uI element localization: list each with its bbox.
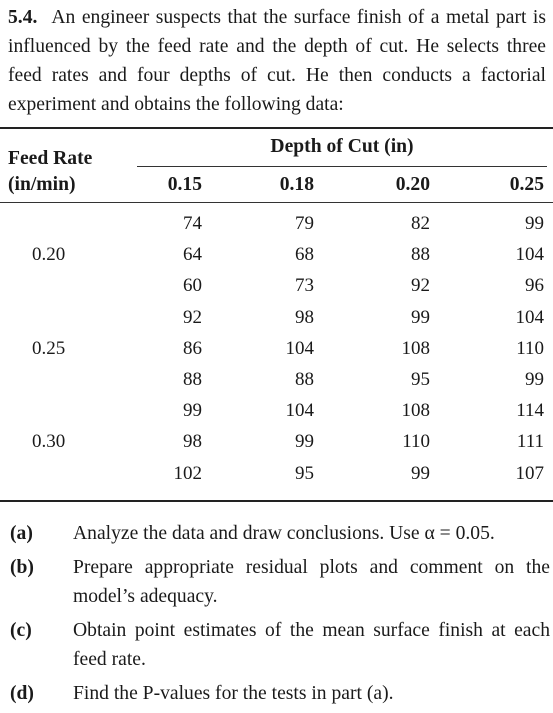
table-cell: 114 xyxy=(516,400,544,422)
part-b: (b) Prepare appropriate residual plots a… xyxy=(10,553,550,611)
column-header-1: 0.18 xyxy=(279,174,314,195)
table-cell: 86 xyxy=(183,337,202,359)
feed-rate-value: 0.30 xyxy=(32,431,66,453)
feed-rate-header: Feed Rate (in/min) xyxy=(8,146,92,198)
table-cell: 110 xyxy=(402,431,430,453)
table-cell: 88 xyxy=(295,369,314,390)
table-cell: 95 xyxy=(411,369,430,390)
table-cell: 68 xyxy=(295,244,314,266)
feed-rate-value: 0.25 xyxy=(32,337,66,359)
table-cell: 95 xyxy=(295,462,314,484)
table-cell: 110 xyxy=(516,337,544,359)
table-cell: 60 xyxy=(183,275,202,297)
part-c-label: (c) xyxy=(10,620,32,641)
column-header-0: 0.15 xyxy=(167,174,202,195)
table-cell: 88 xyxy=(183,369,202,390)
part-c: (c) Obtain point estimates of the mean s… xyxy=(10,616,550,674)
table-cell: 99 xyxy=(525,213,544,234)
part-d-label: (d) xyxy=(10,683,34,704)
problem-number: 5.4. xyxy=(8,7,38,28)
table-cell: 98 xyxy=(183,431,202,453)
feed-rate-value: 0.20 xyxy=(32,244,66,266)
table-cell: 92 xyxy=(183,306,202,328)
table-cell: 98 xyxy=(295,306,314,328)
table-cell: 104 xyxy=(515,306,545,328)
table-cell: 99 xyxy=(525,369,544,390)
table-cell: 92 xyxy=(411,275,430,297)
problem-text: An engineer suspects that the surface fi… xyxy=(8,7,546,115)
table-cell: 108 xyxy=(401,337,431,359)
table-cell: 99 xyxy=(183,400,202,422)
depth-of-cut-header: Depth of Cut (in) xyxy=(270,136,414,157)
feed-rate-header-line2: (in/min) xyxy=(8,174,76,195)
feed-rate-header-line1: Feed Rate xyxy=(8,148,93,169)
part-d-text: Find the P-values for the tests in part … xyxy=(73,683,394,704)
table-cell: 64 xyxy=(183,244,202,266)
table-cell: 111 xyxy=(516,431,544,453)
table-cell: 82 xyxy=(411,213,430,234)
part-b-text: Prepare appropriate residual plots and c… xyxy=(73,557,550,607)
part-a-text: Analyze the data and draw conclusions. U… xyxy=(73,523,495,544)
problem-statement: 5.4. An engineer suspects that the surfac… xyxy=(8,3,546,119)
table-cell: 88 xyxy=(411,244,430,266)
table-cell: 96 xyxy=(525,275,544,297)
part-a-label: (a) xyxy=(10,523,33,544)
table-bottom-rule xyxy=(0,500,553,502)
depth-header-rule xyxy=(137,166,547,167)
column-header-3: 0.25 xyxy=(509,174,544,195)
column-header-2: 0.20 xyxy=(395,174,430,195)
table-cell: 99 xyxy=(411,306,430,328)
table-cell: 73 xyxy=(295,275,314,297)
table-cell: 99 xyxy=(411,462,430,484)
header-bottom-rule xyxy=(0,202,553,203)
question-parts: (a) Analyze the data and draw conclusion… xyxy=(10,519,550,713)
table-cell: 79 xyxy=(295,213,314,234)
table-cell: 99 xyxy=(295,431,314,453)
part-a: (a) Analyze the data and draw conclusion… xyxy=(10,519,550,548)
table-cell: 104 xyxy=(285,337,315,359)
part-b-label: (b) xyxy=(10,557,34,578)
table-top-rule xyxy=(0,127,553,129)
table-cell: 107 xyxy=(515,462,545,484)
table-cell: 104 xyxy=(515,244,545,266)
table-cell: 104 xyxy=(285,400,315,422)
table-cell: 102 xyxy=(173,462,203,484)
table-cell: 74 xyxy=(183,213,202,234)
part-c-text: Obtain point estimates of the mean surfa… xyxy=(73,620,550,670)
part-d: (d) Find the P-values for the tests in p… xyxy=(10,679,550,708)
table-cell: 108 xyxy=(401,400,431,422)
